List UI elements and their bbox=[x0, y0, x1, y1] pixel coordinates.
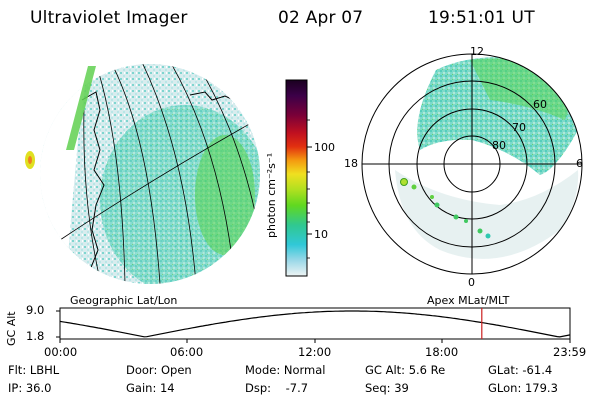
mlt-label-18: 18 bbox=[344, 157, 358, 170]
status-seq: Seq: 39 bbox=[365, 381, 409, 395]
timeline-ylabel: GC Alt bbox=[5, 311, 18, 346]
colorbar-unit-label: photon cm⁻²s⁻¹ bbox=[265, 152, 278, 238]
colorbar-tick-10: 10 bbox=[314, 228, 328, 241]
polar-caption: Apex MLat/MLT bbox=[427, 294, 510, 307]
time-tick-0600: 06:00 bbox=[170, 345, 204, 359]
lat-label-60: 60 bbox=[533, 98, 547, 111]
time-tick-2359: 23:59 bbox=[553, 345, 587, 359]
status-glon: GLon: 179.3 bbox=[488, 381, 558, 395]
geographic-image bbox=[40, 64, 260, 284]
lat-label-80: 80 bbox=[492, 139, 506, 152]
status-gain: Gain: 14 bbox=[126, 381, 175, 395]
orbit-altitude-curve bbox=[59, 310, 571, 338]
geographic-caption: Geographic Lat/Lon bbox=[70, 294, 178, 307]
status-gc-alt: GC Alt: 5.6 Re bbox=[365, 363, 446, 377]
status-dsp: Dsp: -7.7 bbox=[245, 381, 309, 395]
timeline-ytick-max: 9.0 bbox=[26, 303, 45, 317]
timeline-frame bbox=[59, 307, 571, 340]
timeline-ytick-min: 1.8 bbox=[26, 329, 45, 343]
status-mode: Mode: Normal bbox=[245, 363, 326, 377]
status-filter: Flt: LBHL bbox=[8, 363, 60, 377]
mlt-label-6: 6 bbox=[576, 157, 583, 170]
mlt-label-12: 12 bbox=[470, 45, 484, 58]
observation-time: 19:51:01 UT bbox=[428, 8, 535, 28]
time-tick-1800: 18:00 bbox=[425, 345, 459, 359]
status-glat: GLat: -61.4 bbox=[488, 363, 553, 377]
time-tick-0000: 00:00 bbox=[44, 345, 78, 359]
observation-date: 02 Apr 07 bbox=[278, 8, 364, 28]
auroral-spots bbox=[400, 178, 491, 239]
mlt-label-0: 0 bbox=[468, 276, 475, 289]
colorbar-tick-100: 100 bbox=[314, 141, 335, 154]
status-door: Door: Open bbox=[126, 363, 192, 377]
status-ip: IP: 36.0 bbox=[8, 381, 52, 395]
colorbar bbox=[285, 79, 308, 277]
instrument-title: Ultraviolet Imager bbox=[30, 8, 188, 28]
lat-label-70: 70 bbox=[512, 121, 526, 134]
time-tick-1200: 12:00 bbox=[298, 345, 332, 359]
